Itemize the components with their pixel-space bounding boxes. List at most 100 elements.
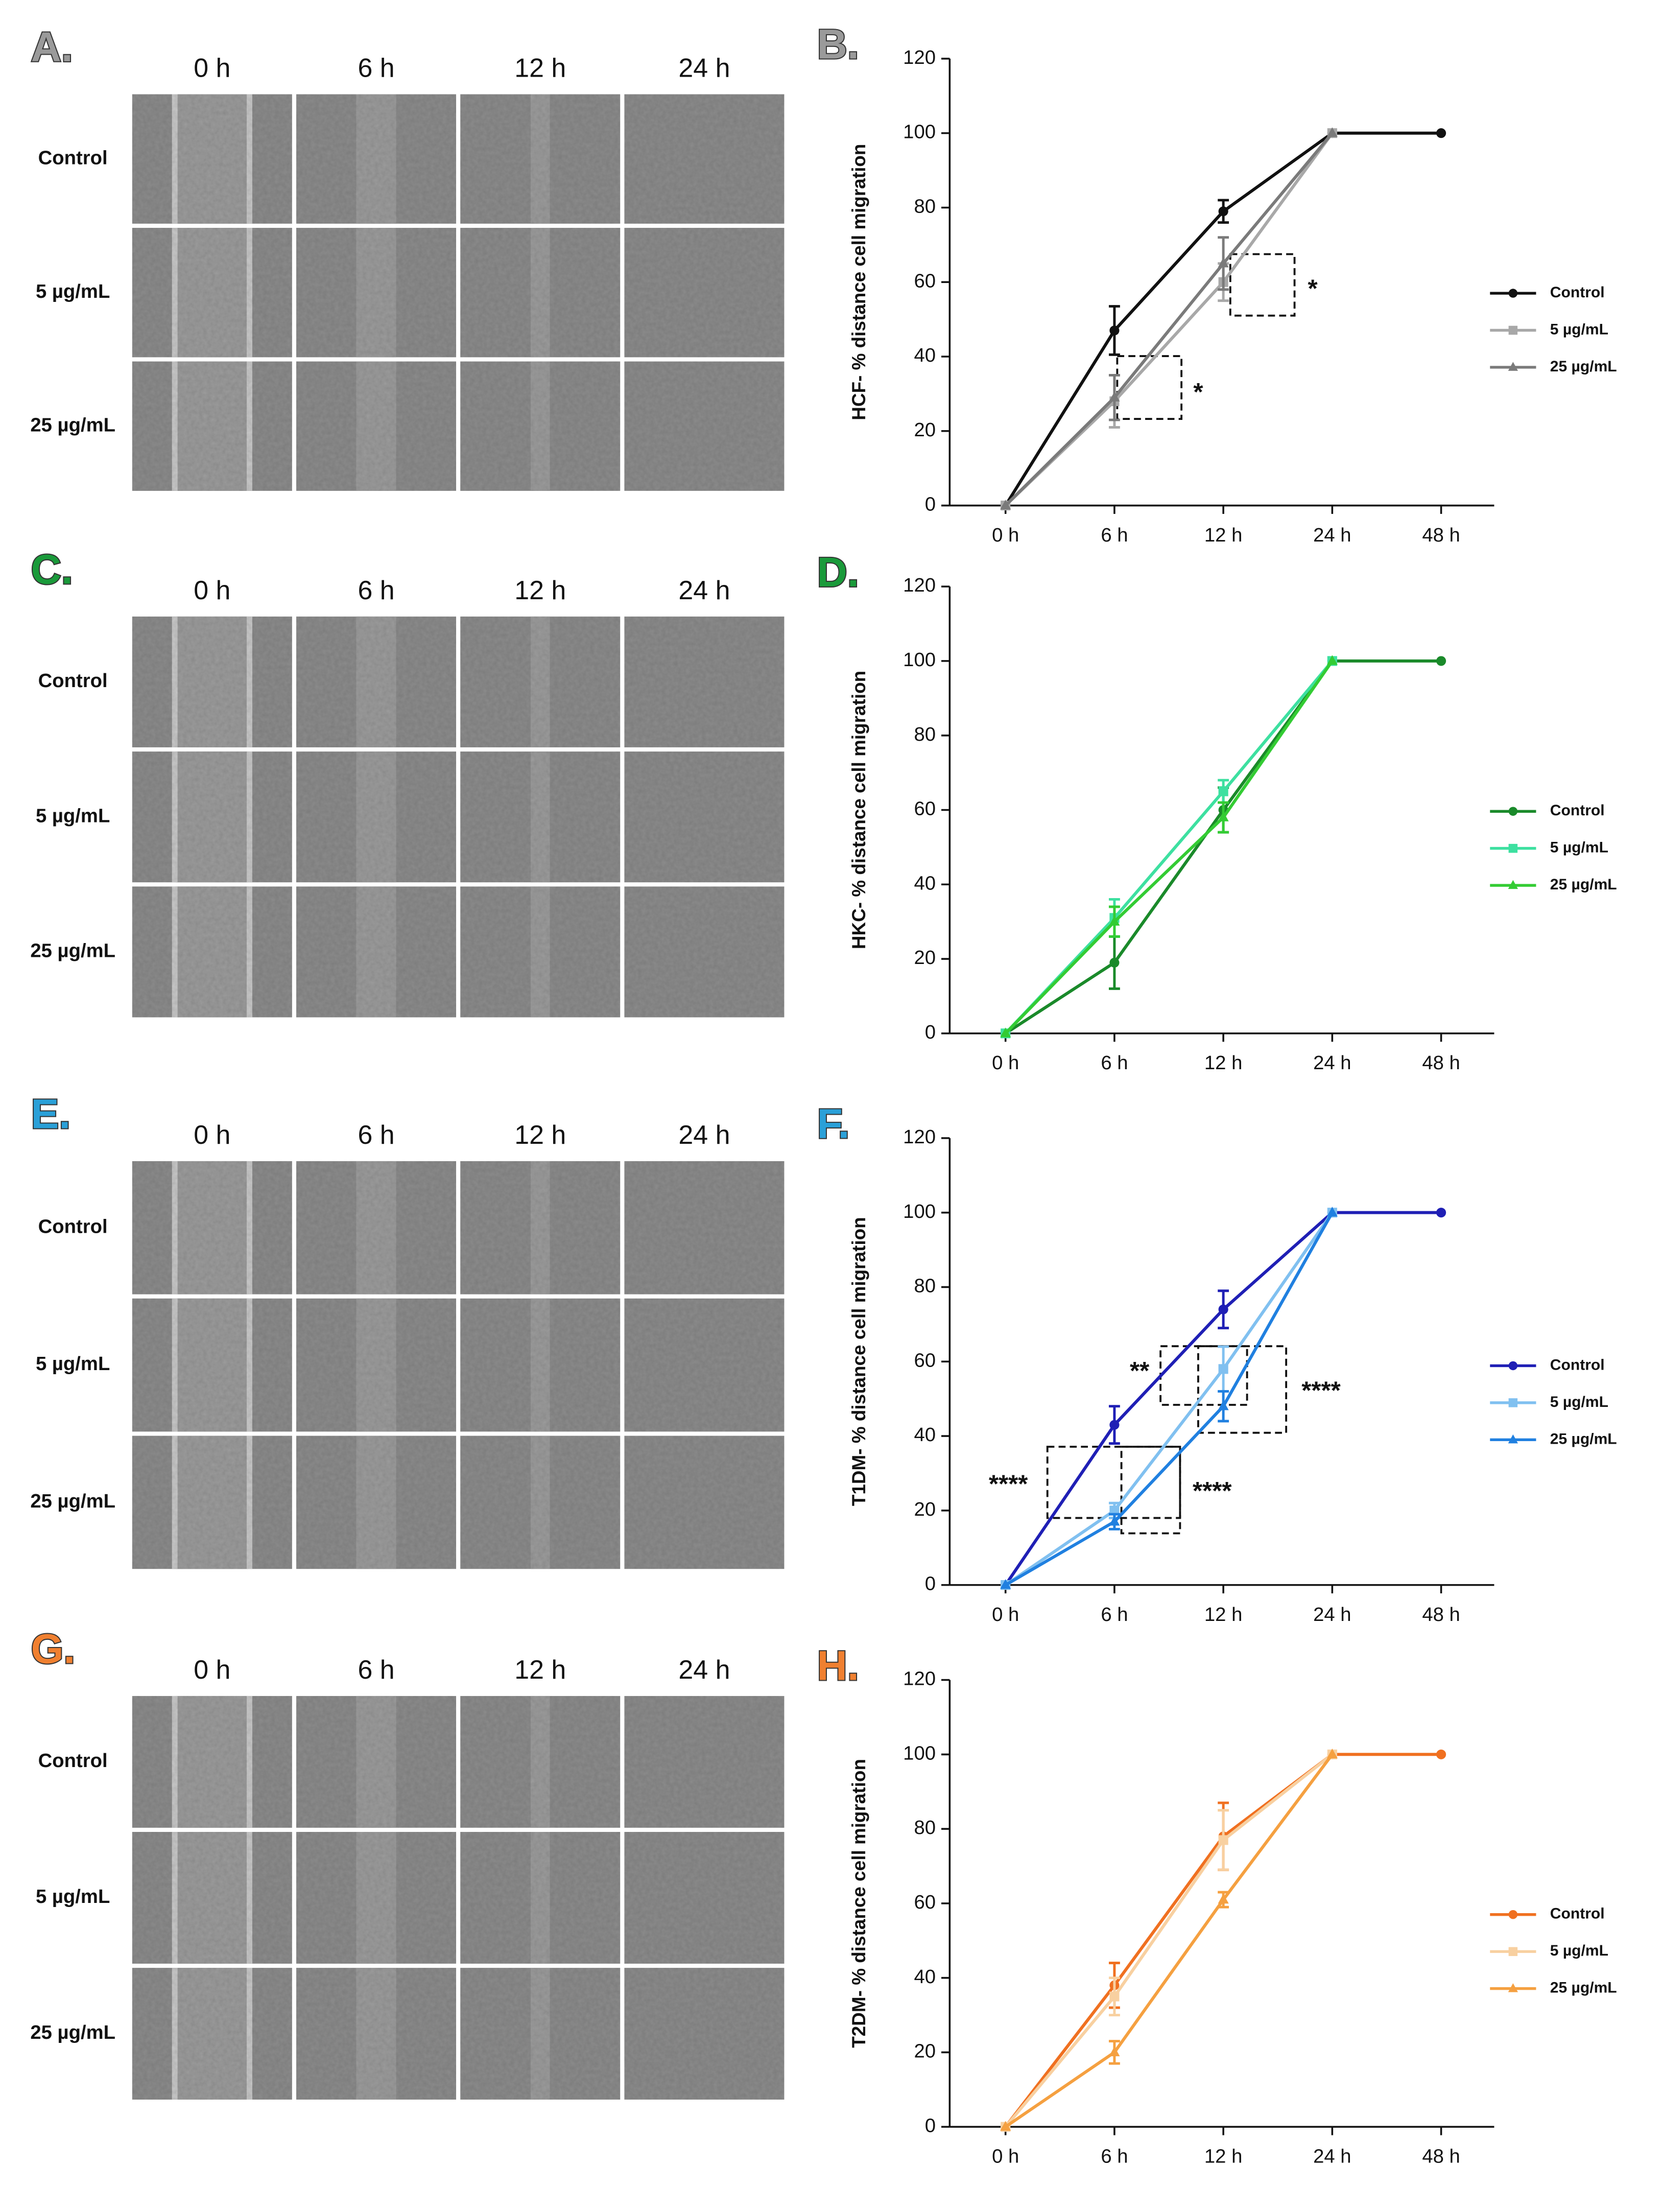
scratch-band — [530, 228, 550, 358]
panel-letter: A. — [31, 24, 73, 70]
legend-label: 5 µg/mL — [1550, 1394, 1608, 1410]
row-label: 5 µg/mL — [36, 1886, 110, 1908]
y-tick-label: 40 — [914, 872, 936, 894]
chart-letter: B. — [817, 21, 859, 68]
scratch-edge — [172, 1298, 178, 1432]
x-tick-label: 24 h — [1313, 524, 1351, 546]
legend-label: 25 µg/mL — [1550, 876, 1617, 893]
scratch-edge — [247, 1298, 252, 1432]
marker — [1109, 915, 1120, 926]
marker — [1109, 1516, 1120, 1526]
column-header: 6 h — [358, 1655, 394, 1685]
scratch-band — [356, 94, 396, 224]
row-label: Control — [38, 670, 108, 692]
micrograph — [624, 1696, 785, 1828]
scratch-band — [356, 228, 396, 358]
scratch-band — [530, 751, 550, 883]
panel-letter: E. — [31, 1091, 70, 1138]
scratch-band — [530, 1968, 550, 2100]
x-tick-label: 0 h — [992, 1052, 1019, 1074]
scratch-edge — [247, 94, 252, 224]
scratch-band — [356, 886, 396, 1018]
legend-label: Control — [1550, 1356, 1605, 1373]
legend-label: 25 µg/mL — [1550, 358, 1617, 375]
micrograph — [624, 361, 785, 491]
significance-box — [1116, 355, 1183, 420]
y-axis-label: T1DM- % distance cell migration — [848, 1217, 869, 1506]
chart-letter: F. — [817, 1101, 850, 1147]
marker — [1436, 1208, 1446, 1218]
scratch-band — [530, 886, 550, 1018]
legend-label: 5 µg/mL — [1550, 321, 1608, 338]
scratch-edge — [172, 886, 178, 1018]
column-header: 0 h — [194, 1120, 230, 1150]
marker — [1109, 2046, 1120, 2057]
x-tick-label: 6 h — [1101, 1052, 1128, 1074]
series-line — [1004, 1753, 1334, 2128]
marker — [1326, 127, 1338, 137]
scratch-band — [176, 1298, 248, 1432]
scratch-band — [356, 361, 396, 491]
y-tick-label: 0 — [925, 1021, 936, 1043]
scratch-band — [356, 1298, 396, 1432]
scratch-band — [176, 1968, 248, 2100]
y-tick-label: 40 — [914, 344, 936, 366]
y-axis-label: HKC- % distance cell migration — [848, 671, 869, 949]
scratch-edge — [172, 1161, 178, 1295]
annotation: **** — [1301, 1376, 1341, 1404]
y-tick-label: 40 — [914, 1424, 936, 1446]
y-tick-label: 0 — [925, 2114, 936, 2136]
y-tick-label: 60 — [914, 1349, 936, 1371]
x-tick-label: 24 h — [1313, 2145, 1351, 2167]
annotation: * — [1308, 275, 1318, 303]
scratch-edge — [247, 616, 252, 747]
marker — [1000, 1579, 1011, 1589]
x-tick-label: 48 h — [1422, 2145, 1460, 2167]
marker — [1508, 1361, 1518, 1371]
y-tick-label: 80 — [914, 196, 936, 218]
micrograph-grid — [132, 1696, 785, 2100]
significance-box — [1120, 1446, 1181, 1535]
marker — [1218, 257, 1229, 268]
chart-letter: H. — [817, 1642, 859, 1689]
marker — [1508, 1910, 1518, 1919]
marker — [1000, 2121, 1011, 2131]
marker — [1218, 811, 1229, 821]
y-tick-label: 20 — [914, 947, 936, 969]
marker — [1508, 1983, 1518, 1992]
scratch-band — [356, 751, 396, 883]
legend-label: 5 µg/mL — [1550, 839, 1608, 856]
row-label: 5 µg/mL — [36, 1353, 110, 1375]
series-line — [1004, 660, 1334, 1034]
scratch-band — [530, 1436, 550, 1569]
row-label: 25 µg/mL — [30, 940, 115, 962]
row-label: 5 µg/mL — [36, 805, 110, 827]
column-header: 0 h — [194, 53, 230, 83]
marker — [1508, 1398, 1518, 1407]
marker — [1508, 1434, 1518, 1444]
series-line — [1005, 1212, 1334, 1587]
x-tick-label: 48 h — [1422, 524, 1460, 546]
micrograph-grid — [132, 1161, 785, 1569]
legend-label: 5 µg/mL — [1550, 1942, 1608, 1959]
column-header: 6 h — [358, 576, 394, 605]
y-tick-label: 80 — [914, 1817, 936, 1839]
column-header: 6 h — [358, 53, 394, 83]
scratch-band — [176, 228, 248, 358]
scratch-edge — [172, 616, 178, 747]
column-header: 24 h — [678, 53, 730, 83]
marker — [1218, 1304, 1228, 1314]
y-tick-label: 120 — [903, 1126, 936, 1148]
series-line — [1004, 131, 1441, 507]
y-tick-label: 40 — [914, 1966, 936, 1988]
scratch-edge — [247, 751, 252, 883]
series-line — [1005, 659, 1441, 1035]
scratch-band — [530, 94, 550, 224]
scratch-band — [530, 361, 550, 491]
scratch-band — [176, 751, 248, 883]
x-tick-label: 6 h — [1101, 524, 1128, 546]
y-axis-label: HCF- % distance cell migration — [848, 144, 869, 420]
scratch-band — [356, 1696, 396, 1828]
y-tick-label: 0 — [925, 1573, 936, 1595]
